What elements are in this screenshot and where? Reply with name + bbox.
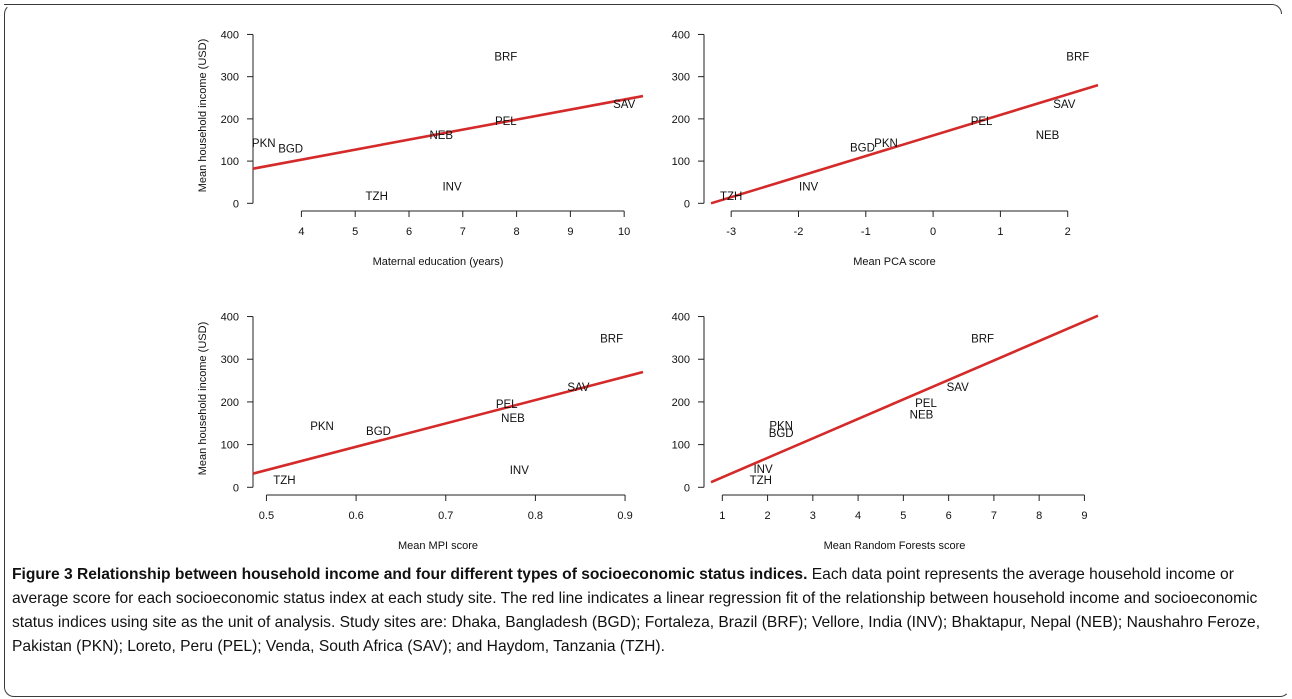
y-tick-label: 200 <box>221 397 239 409</box>
y-tick-label: 0 <box>233 198 239 210</box>
y-tick-label: 300 <box>221 354 239 366</box>
site-label-bgd: BGD <box>850 143 875 155</box>
site-label-tzh: TZH <box>366 191 388 203</box>
x-axis-label: Mean Random Forests score <box>824 540 966 552</box>
site-label-inv: INV <box>753 464 773 476</box>
x-tick-label: 5 <box>352 226 358 238</box>
y-tick-label: 400 <box>672 29 690 41</box>
y-tick-label: 100 <box>221 440 239 452</box>
x-tick-label: -2 <box>794 226 804 238</box>
x-tick-label: 1 <box>719 510 725 522</box>
site-label-tzh: TZH <box>720 191 742 203</box>
y-tick-label: 200 <box>672 397 690 409</box>
x-tick-label: 0.8 <box>528 510 543 522</box>
site-label-inv: INV <box>442 181 462 193</box>
y-tick-label: 400 <box>221 29 239 41</box>
x-tick-label: 9 <box>1081 510 1087 522</box>
panel-mpi-score: 0 100 200 300 400 0.5 0.6 0.7 0.8 0.9 Mean MPI sco… <box>197 312 644 552</box>
x-tick-label: 0.5 <box>259 510 274 522</box>
x-tick-label: 0.6 <box>348 510 363 522</box>
y-tick-label: 400 <box>221 312 239 324</box>
y-tick-label: 200 <box>672 114 690 126</box>
regression-fit-line <box>252 94 644 170</box>
figure-caption: Figure 3 Relationship between household … <box>12 563 1277 659</box>
caption-body: Each data point represents the average h… <box>12 566 1261 655</box>
y-tick-label: 300 <box>672 354 690 366</box>
x-tick-label: -3 <box>726 226 736 238</box>
x-tick-label: 8 <box>514 226 520 238</box>
site-label-pkn: PKN <box>310 421 334 433</box>
y-tick-label: 100 <box>221 156 239 168</box>
site-label-sav: SAV <box>1053 99 1075 111</box>
site-label-bgd: BGD <box>366 426 391 438</box>
site-label-neb: NEB <box>910 410 934 422</box>
x-tick-label: 7 <box>460 226 466 238</box>
x-tick-label: 9 <box>567 226 573 238</box>
y-tick-label: 100 <box>672 440 690 452</box>
site-label-pel: PEL <box>495 116 517 128</box>
panel-pca-score: 0 100 200 300 400 -3 -2 -1 0 1 2 Mean PCA score BRF S… <box>672 29 1099 268</box>
x-tick-label: 1 <box>997 226 1003 238</box>
y-tick-label: 300 <box>672 72 690 84</box>
site-label-neb: NEB <box>429 130 453 142</box>
x-tick-label: 5 <box>900 510 906 522</box>
regression-fit-line <box>710 83 1099 205</box>
site-label-pel: PEL <box>915 398 937 410</box>
y-tick-label: 0 <box>684 482 690 494</box>
site-label-bgd: BGD <box>769 428 794 440</box>
y-tick-label: 0 <box>233 482 239 494</box>
site-label-pkn: PKN <box>769 420 793 432</box>
caption-title: Figure 3 Relationship between household … <box>12 566 808 583</box>
x-axis-label: Maternal education (years) <box>373 256 504 268</box>
y-tick-label: 300 <box>221 72 239 84</box>
x-tick-label: 7 <box>991 510 997 522</box>
site-label-tzh: TZH <box>750 475 772 487</box>
site-label-inv: INV <box>510 465 530 477</box>
panel-random-forests-score: 0 100 200 300 400 1 2 3 4 5 6 7 8 9 Mean Random Forest… <box>672 312 1099 552</box>
site-label-sav: SAV <box>613 99 635 111</box>
site-label-brf: BRF <box>600 334 623 346</box>
site-label-pel: PEL <box>496 399 518 411</box>
x-tick-label: 2 <box>765 510 771 522</box>
x-tick-label: 2 <box>1065 226 1071 238</box>
site-label-sav: SAV <box>567 382 589 394</box>
x-tick-label: 6 <box>946 510 952 522</box>
y-axis-label: Mean household income (USD) <box>197 322 209 475</box>
x-axis-label: Mean MPI score <box>398 540 478 552</box>
x-tick-label: 0.9 <box>617 510 632 522</box>
regression-fit-line <box>710 314 1099 484</box>
x-tick-label: 0 <box>930 226 936 238</box>
site-label-brf: BRF <box>1066 51 1089 63</box>
site-label-inv: INV <box>799 181 819 193</box>
site-label-pel: PEL <box>971 116 993 128</box>
panel-maternal-education: 0 100 200 300 400 4 5 6 7 8 9 10 Maternal education … <box>197 29 644 268</box>
site-label-sav: SAV <box>947 382 969 394</box>
y-tick-label: 400 <box>672 312 690 324</box>
site-label-neb: NEB <box>501 413 525 425</box>
site-label-neb: NEB <box>1036 130 1060 142</box>
x-tick-label: 6 <box>406 226 412 238</box>
x-tick-label: 0.7 <box>438 510 453 522</box>
y-tick-label: 200 <box>221 114 239 126</box>
y-axis-label: Mean household income (USD) <box>197 39 209 192</box>
y-tick-label: 100 <box>672 156 690 168</box>
site-label-brf: BRF <box>494 51 517 63</box>
site-label-bgd: BGD <box>278 143 303 155</box>
y-tick-label: 0 <box>684 198 690 210</box>
x-axis-label: Mean PCA score <box>853 256 936 268</box>
x-tick-label: 4 <box>855 510 861 522</box>
site-label-brf: BRF <box>971 334 994 346</box>
x-tick-label: 10 <box>618 226 630 238</box>
x-tick-label: 3 <box>810 510 816 522</box>
site-label-pkn: PKN <box>252 138 276 150</box>
x-tick-label: 4 <box>298 226 304 238</box>
x-tick-label: 8 <box>1036 510 1042 522</box>
site-label-pkn: PKN <box>874 138 898 150</box>
site-label-tzh: TZH <box>273 475 295 487</box>
x-tick-label: -1 <box>861 226 871 238</box>
regression-fit-line <box>252 370 644 475</box>
